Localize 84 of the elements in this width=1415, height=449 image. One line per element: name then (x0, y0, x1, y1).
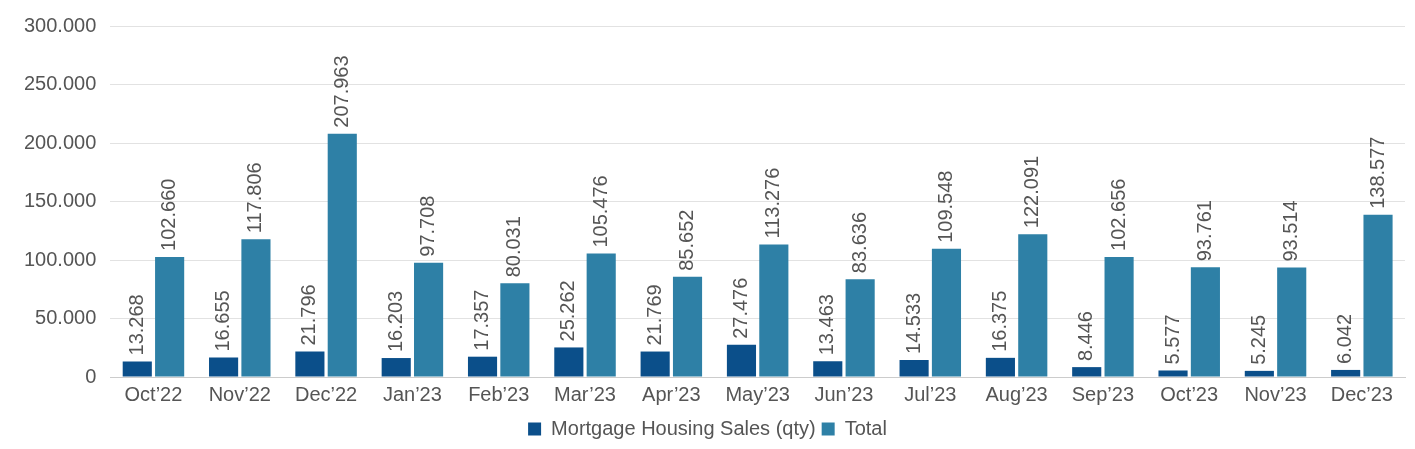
y-tick-label: 50.000 (35, 306, 97, 329)
data-label: 17.357 (470, 289, 493, 351)
data-label: 138.577 (1365, 136, 1388, 209)
data-label: 8.446 (1074, 311, 1097, 362)
bar (1158, 370, 1188, 377)
bar (155, 256, 185, 377)
y-tick-label: 200.000 (24, 130, 97, 153)
y-tick-label: 150.000 (24, 189, 97, 212)
bar (241, 239, 271, 377)
bar (209, 357, 239, 377)
bar (813, 361, 843, 377)
data-label: 102.656 (1106, 178, 1129, 251)
data-label: 122.091 (1020, 155, 1043, 229)
bar (1331, 369, 1361, 377)
data-label: 21.796 (297, 284, 320, 346)
data-label: 83.636 (847, 211, 870, 274)
bar (500, 283, 530, 377)
data-label: 16.203 (383, 290, 406, 353)
bar (726, 344, 757, 377)
x-tick-label: May’23 (725, 382, 790, 405)
data-label: 21.769 (642, 284, 665, 346)
x-tick-label: Aug’23 (985, 382, 1048, 405)
bar (1190, 267, 1220, 377)
x-tick-label: Oct’22 (124, 382, 183, 405)
x-tick-label: Jun’23 (814, 382, 874, 405)
bar (640, 351, 670, 377)
data-label: 13.463 (815, 294, 838, 356)
bar (554, 347, 584, 377)
data-label: 16.375 (987, 290, 1010, 352)
bar (1072, 367, 1102, 377)
bar (467, 356, 498, 377)
bar (931, 248, 962, 377)
data-label: 93.761 (1192, 200, 1215, 262)
x-tick-label: Nov’22 (208, 382, 271, 405)
data-label: 16.655 (211, 290, 234, 352)
bar (1104, 256, 1134, 377)
data-label: 25.262 (556, 280, 579, 342)
data-label: 6.042 (1333, 313, 1356, 364)
data-label: 14.533 (901, 292, 924, 354)
bar (295, 351, 325, 377)
bar (122, 361, 152, 377)
bar (327, 133, 357, 377)
x-tick-label: Nov’23 (1244, 382, 1307, 405)
bar (759, 244, 789, 377)
bar (414, 262, 444, 377)
y-tick-label: 300.000 (24, 13, 97, 36)
data-label: 85.652 (675, 209, 698, 271)
data-label: 102.660 (157, 178, 180, 251)
data-label: 105.476 (588, 175, 611, 248)
bar (899, 360, 929, 377)
data-label: 13.268 (124, 294, 147, 356)
data-label: 93.514 (1279, 200, 1302, 262)
x-tick-label: Jul’23 (904, 382, 957, 405)
x-tick-label: Dec’22 (294, 382, 358, 405)
data-label: 109.548 (933, 170, 956, 243)
legend-label: Mortgage Housing Sales (qty) (551, 416, 816, 439)
data-label: 5.245 (1246, 314, 1269, 365)
bar (672, 276, 703, 377)
x-tick-label: Sep’23 (1071, 382, 1135, 405)
bar (985, 357, 1015, 377)
data-label: 5.577 (1160, 314, 1183, 365)
data-label: 80.031 (502, 216, 525, 278)
data-label: 113.276 (761, 167, 784, 239)
x-tick-label: Dec’23 (1330, 382, 1393, 405)
y-tick-label: 0 (85, 364, 97, 387)
x-tick-label: Apr’23 (642, 382, 701, 405)
bar (1018, 234, 1048, 377)
legend-label: Total (844, 416, 887, 439)
data-label: 27.476 (728, 277, 751, 339)
bar (381, 358, 411, 377)
data-label: 207.963 (329, 55, 352, 128)
bar (1244, 370, 1274, 377)
x-tick-label: Mar’23 (554, 382, 616, 405)
bar (1363, 214, 1393, 377)
data-label: 97.708 (416, 195, 439, 257)
y-tick-label: 100.000 (24, 247, 97, 270)
x-tick-label: Oct’23 (1160, 382, 1219, 405)
data-label: 117.806 (243, 162, 266, 234)
x-tick-label: Jan’23 (382, 382, 442, 405)
bar (845, 279, 875, 377)
bar (1277, 267, 1307, 377)
x-tick-label: Feb’23 (468, 382, 530, 405)
bar (586, 253, 616, 377)
y-tick-label: 250.000 (24, 72, 97, 95)
